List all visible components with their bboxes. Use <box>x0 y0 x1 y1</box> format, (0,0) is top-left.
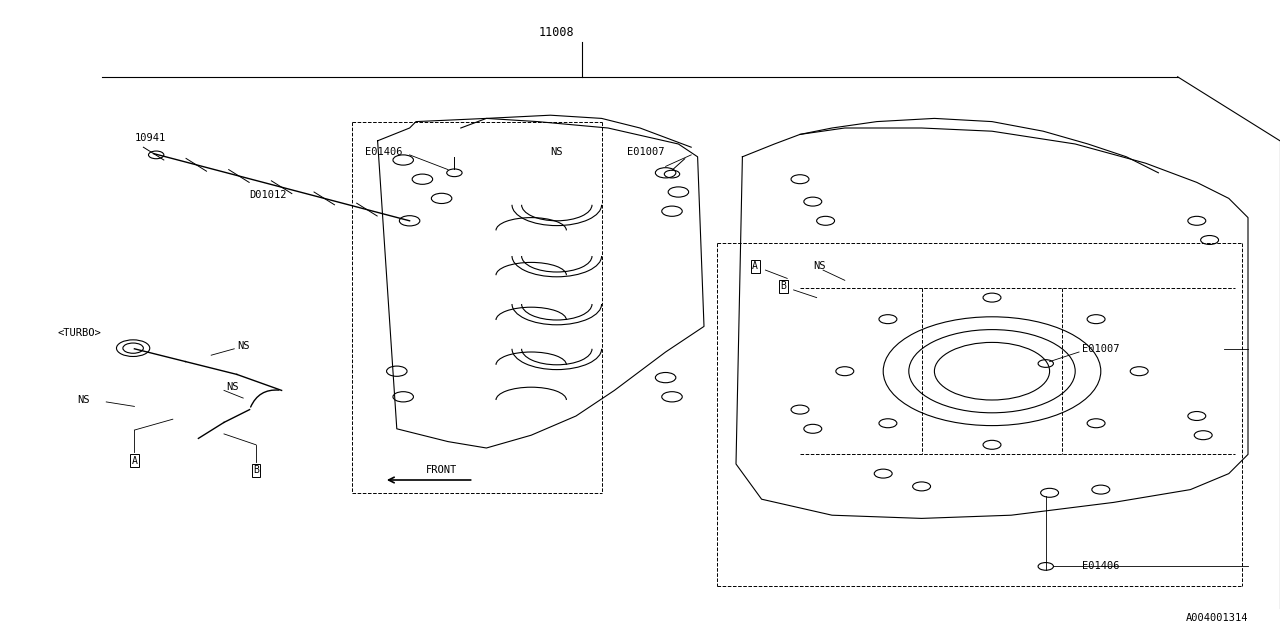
Text: NS: NS <box>237 340 250 351</box>
Text: E01007: E01007 <box>1082 344 1119 354</box>
Text: <TURBO>: <TURBO> <box>58 328 101 338</box>
Text: D01012: D01012 <box>250 190 287 200</box>
Text: E01406: E01406 <box>1082 561 1119 572</box>
Text: NS: NS <box>813 260 826 271</box>
Text: NS: NS <box>550 147 563 157</box>
Text: NS: NS <box>77 395 90 405</box>
Text: 10941: 10941 <box>134 132 165 143</box>
Text: E01406: E01406 <box>365 147 402 157</box>
Text: B: B <box>253 465 259 476</box>
Text: FRONT: FRONT <box>426 465 457 476</box>
Text: 11008: 11008 <box>539 26 575 38</box>
Text: A004001314: A004001314 <box>1185 612 1248 623</box>
Text: NS: NS <box>227 382 239 392</box>
Text: E01007: E01007 <box>627 147 664 157</box>
Text: A: A <box>753 261 758 271</box>
Text: B: B <box>781 281 786 291</box>
Text: A: A <box>132 456 137 466</box>
